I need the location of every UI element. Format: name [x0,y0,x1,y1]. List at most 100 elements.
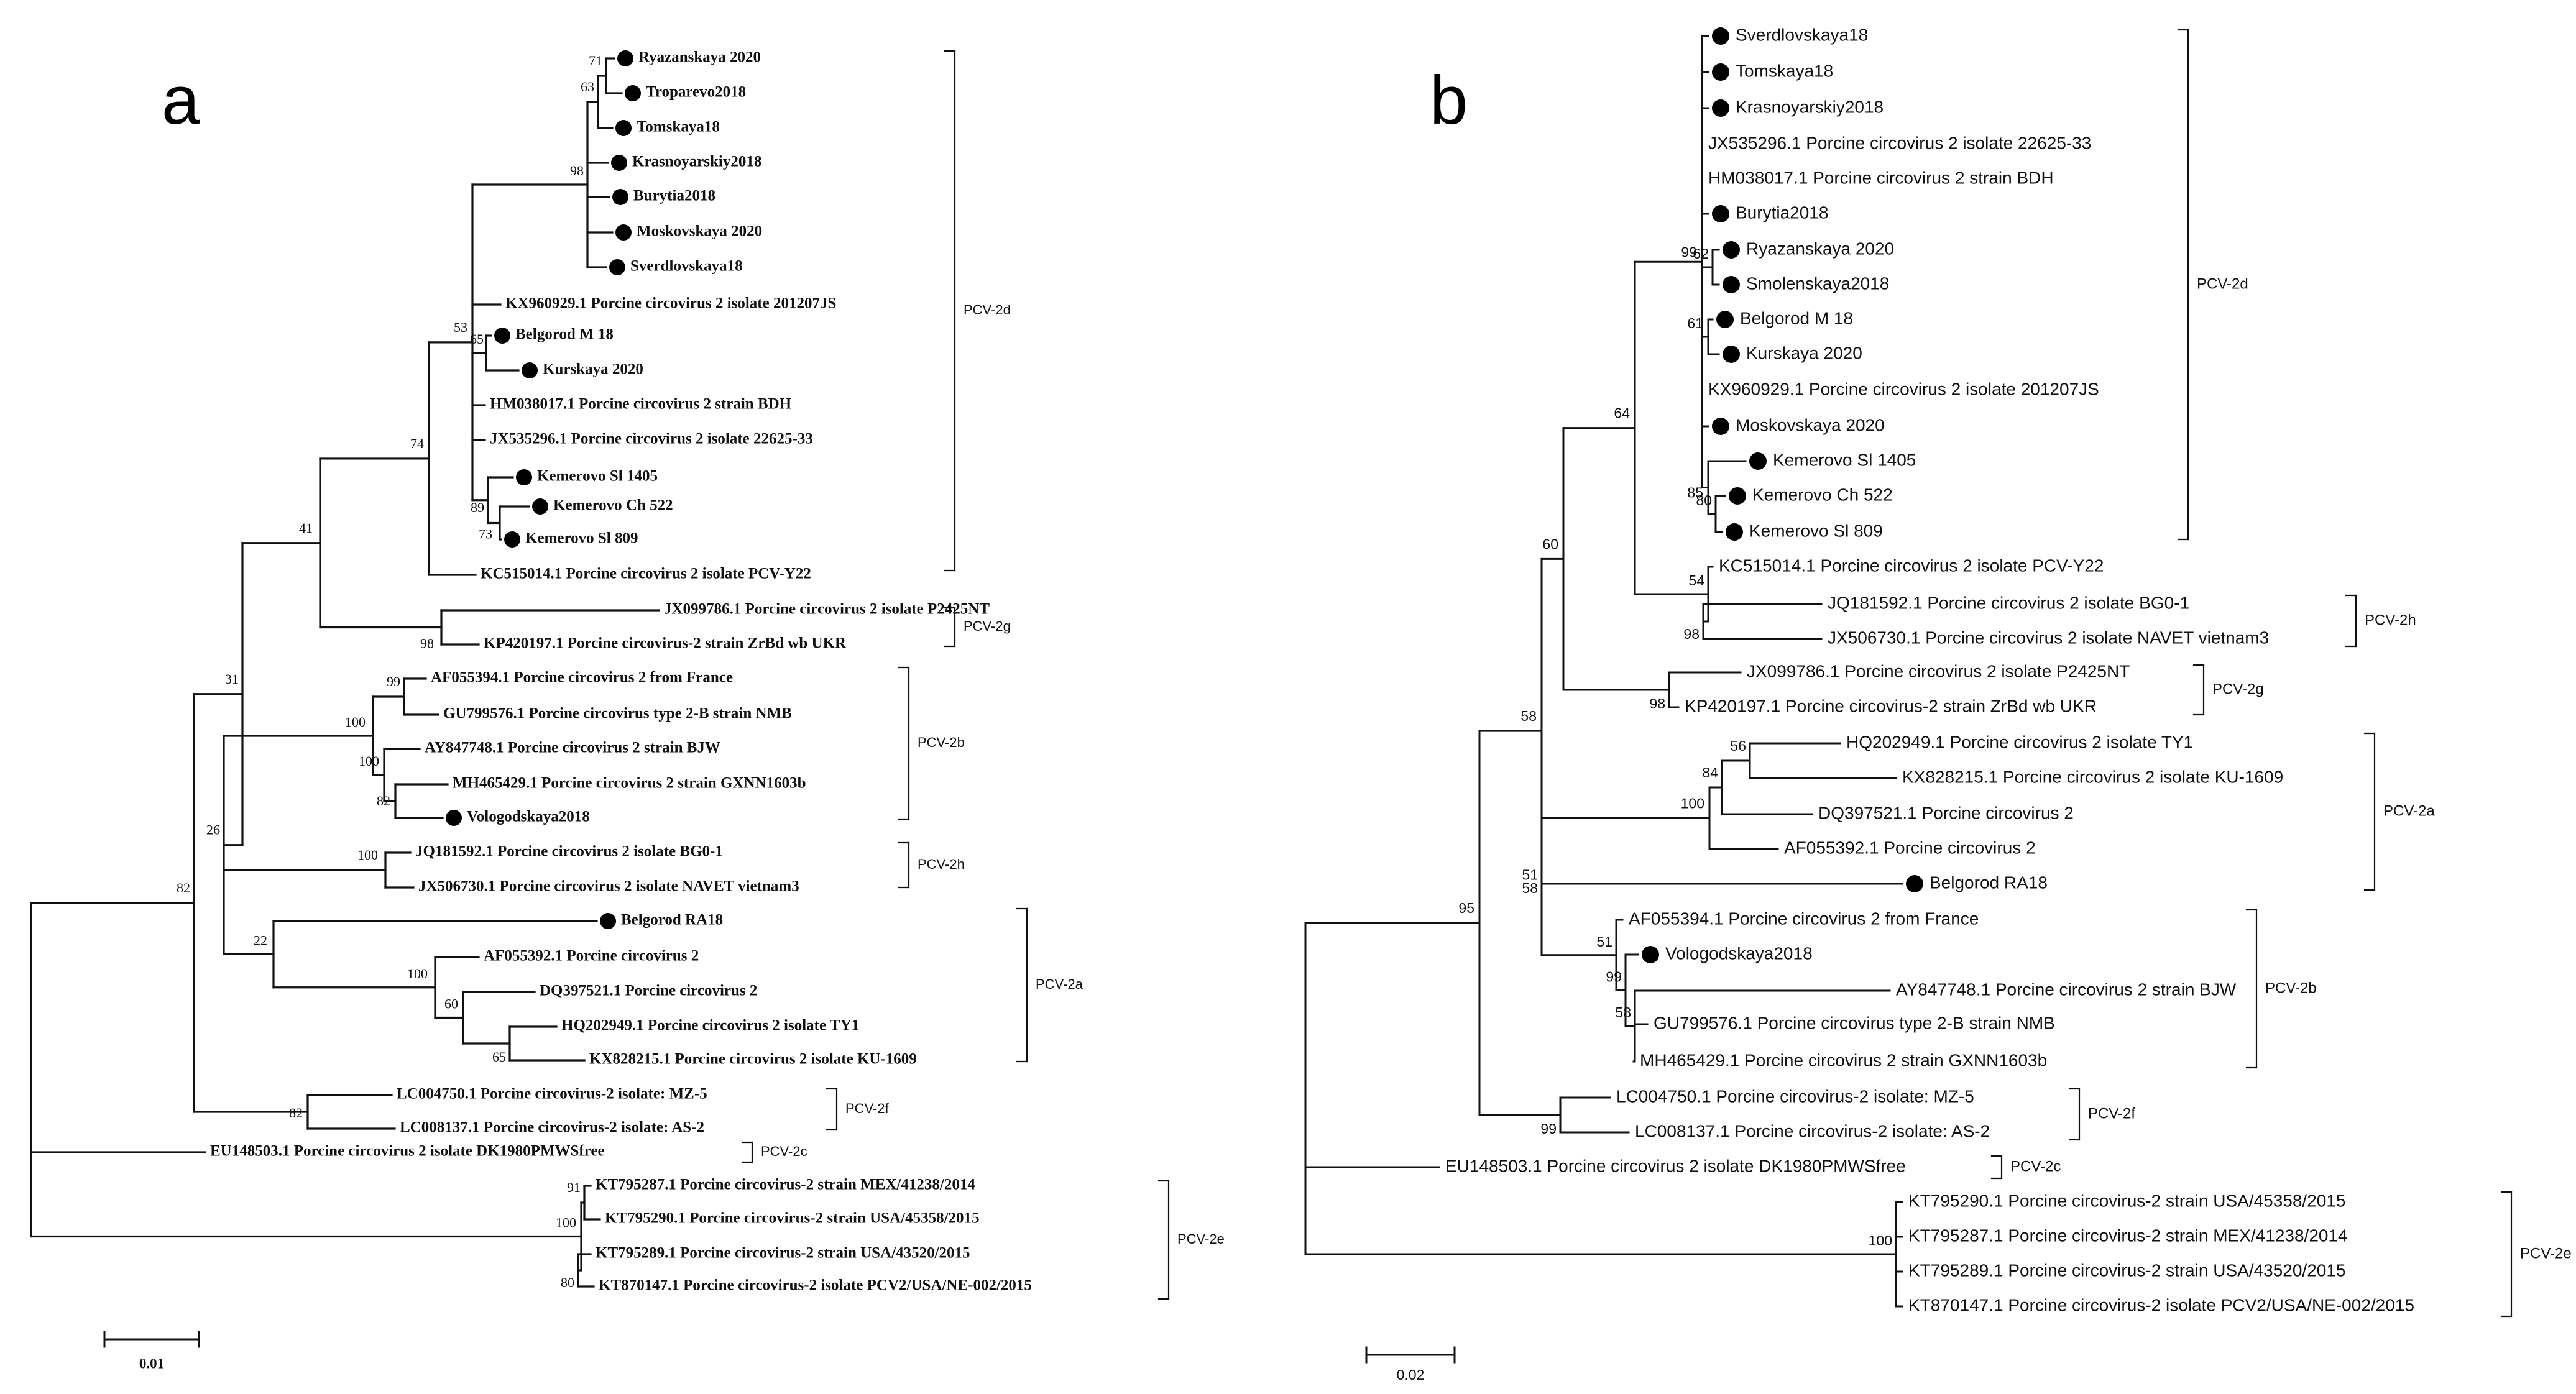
bootstrap-value: 100 [345,714,366,730]
taxon-label-kp420197-1-porcine-circovirus-2-strain-zrbd-wb-ukr: KP420197.1 Porcine circovirus-2 strain Z… [484,635,847,652]
taxon-label-kemerovo-sl-809: Kemerovo Sl 809 [525,530,638,547]
bootstrap-value: 91 [567,1180,581,1195]
taxon-label-jx506730-1-porcine-circovirus-2-isolate-navet-vietnam3: JX506730.1 Porcine circovirus 2 isolate … [418,878,799,895]
bootstrap-value: 100 [407,966,428,981]
panel-a-tree: 82 31 41 74 53 98 63 71 Ryazanskaya 2020 Troparev… [30,49,1225,1300]
bootstrap-value: 73 [479,526,492,542]
taxon-label-kemerovo-sl-1405: Kemerovo Sl 1405 [1773,450,1916,469]
taxon-label-hm038017-1-porcine-circovirus-2-strain-bdh: HM038017.1 Porcine circovirus 2 strain B… [490,396,792,413]
taxon-label-af055394-1-porcine-circovirus-2-from-france: AF055394.1 Porcine circovirus 2 from Fra… [431,669,733,686]
bootstrap-value: 99 [1681,244,1697,260]
clade-label-pcv-2a: PCV-2a [1036,976,1083,992]
taxon-label-vologodskaya2018: Vologodskaya2018 [1665,943,1813,963]
taxon-label-kx828215-1-porcine-circovirus-2-isolate-ku-1609: KX828215.1 Porcine circovirus 2 isolate … [1902,767,2283,786]
taxon-label-kt795289-1-porcine-circovirus-2-strain-usa-43520-2015: KT795289.1 Porcine circovirus-2 strain U… [1908,1260,2346,1280]
taxon-label-af055394-1-porcine-circovirus-2-from-france: AF055394.1 Porcine circovirus 2 from Fra… [1629,909,1979,928]
bootstrap-value: 63 [581,79,594,94]
bootstrap-value: 60 [1542,536,1558,552]
taxon-label-lc004750-1-porcine-circovirus-2-isolate-mz-5: LC004750.1 Porcine circovirus-2 isolate:… [397,1086,707,1103]
taxon-label-kurskaya-2020: Kurskaya 2020 [1746,343,1862,362]
sample-marker-dot [609,259,625,275]
bootstrap-value: 98 [1683,626,1700,642]
bootstrap-value: 71 [589,53,602,68]
taxon-label-krasnoyarskiy2018: Krasnoyarskiy2018 [632,154,761,170]
taxon-label-moskovskaya-2020: Moskovskaya 2020 [637,223,762,240]
taxon-label-kemerovo-sl-809: Kemerovo Sl 809 [1749,521,1883,540]
bootstrap-value: 98 [420,636,434,651]
taxon-label-kt795287-1-porcine-circovirus-2-strain-mex-41238-2014: KT795287.1 Porcine circovirus-2 strain M… [1908,1226,2348,1245]
taxon-label-kt795289-1-porcine-circovirus-2-strain-usa-43520-2015: KT795289.1 Porcine circovirus-2 strain U… [596,1245,970,1262]
bootstrap-value: 100 [556,1215,576,1231]
taxon-label-jx099786-1-porcine-circovirus-2-isolate-p2425nt: JX099786.1 Porcine circovirus 2 isolate … [664,601,990,618]
sample-marker-dot [1716,311,1734,328]
taxon-label-kt795290-1-porcine-circovirus-2-strain-usa-45358-2015: KT795290.1 Porcine circovirus-2 strain U… [605,1210,980,1227]
bootstrap-value: 100 [357,847,378,863]
taxon-label-smolenskaya2018: Smolenskaya2018 [1746,273,1889,293]
taxon-label-lc008137-1-porcine-circovirus-2-isolate-as-2: LC008137.1 Porcine circovirus-2 isolate:… [1635,1121,1990,1140]
bootstrap-value: 58 [1615,1004,1631,1020]
sample-marker-dot [615,224,632,241]
clade-label-pcv-2b: PCV-2b [2265,979,2317,996]
taxon-label-kc515014-1-porcine-circovirus-2-isolate-pcv-y22: KC515014.1 Porcine circovirus 2 isolate … [481,566,811,582]
bootstrap-value: 100 [1869,1232,1892,1249]
clade-label-pcv-2e: PCV-2e [2520,1245,2572,1262]
clade-label-pcv-2c: PCV-2c [761,1144,807,1159]
taxon-label-kp420197-1-porcine-circovirus-2-strain-zrbd-wb-ukr: KP420197.1 Porcine circovirus-2 strain Z… [1685,696,2097,715]
scale-label-a: 0.01 [139,1355,164,1371]
taxon-label-kt870147-1-porcine-circovirus-2-isolate-pcv2-usa-ne-002-2015: KT870147.1 Porcine circovirus-2 isolate … [1908,1295,2414,1314]
taxon-label-gu799576-1-porcine-circovirus-type-2-b-strain-nmb: GU799576.1 Porcine circovirus type 2-B s… [443,705,792,722]
bootstrap-value: 74 [410,436,424,451]
taxon-label-belgorod-m-18: Belgorod M 18 [515,326,614,343]
sample-marker-dot [1723,241,1740,259]
bootstrap-value: 85 [1687,485,1703,501]
bootstrap-value: 51 [1522,866,1538,883]
bootstrap-value: 26 [206,822,220,838]
taxon-label-kx960929-1-porcine-circovirus-2-isolate-201207js: KX960929.1 Porcine circovirus 2 isolate … [505,295,836,312]
sample-marker-dot [504,531,520,548]
taxon-label-jq181592-1-porcine-circovirus-2-isolate-bg0-1: JQ181592.1 Porcine circovirus 2 isolate … [1828,593,2189,612]
taxon-label-kt795290-1-porcine-circovirus-2-strain-usa-45358-2015: KT795290.1 Porcine circovirus-2 strain U… [1908,1191,2346,1210]
taxon-label-tomskaya18: Tomskaya18 [1736,61,1833,80]
sample-marker-dot [494,328,510,344]
taxon-label-ryazanskaya-2020: Ryazanskaya 2020 [1746,239,1894,258]
bootstrap-value: 58 [1522,880,1538,896]
bootstrap-value: 82 [377,793,390,809]
sample-marker-dot [1712,99,1729,117]
clade-label-pcv-2h: PCV-2h [918,856,965,872]
bootstrap-value: 98 [1649,695,1665,712]
taxon-label-ryazanskaya-2020: Ryazanskaya 2020 [638,49,761,66]
bootstrap-value: 31 [225,671,239,687]
sample-marker-dot [611,155,627,171]
bootstrap-value: 22 [254,932,267,948]
sample-marker-dot [625,85,641,101]
taxon-label-kt870147-1-porcine-circovirus-2-isolate-pcv2-usa-ne-002-2015: KT870147.1 Porcine circovirus-2 isolate … [599,1277,1032,1294]
taxon-label-dq397521-1-porcine-circovirus-2: DQ397521.1 Porcine circovirus 2 [1818,803,2074,822]
scale-label-b: 0.02 [1397,1367,1425,1383]
bootstrap-value: 54 [1688,572,1704,589]
bootstrap-value: 51 [1596,933,1612,950]
sample-marker-dot [612,189,628,205]
sample-marker-dot [1642,946,1659,963]
sample-marker-dot [1723,276,1740,293]
taxon-label-jx506730-1-porcine-circovirus-2-isolate-navet-vietnam3: JX506730.1 Porcine circovirus 2 isolate … [1828,628,2269,647]
clade-label-pcv-2f: PCV-2f [2088,1105,2135,1122]
taxon-label-burytia2018: Burytia2018 [633,188,715,204]
sample-marker-dot [1729,487,1746,505]
taxon-label-burytia2018: Burytia2018 [1736,203,1828,222]
bootstrap-value: 99 [1540,1121,1557,1137]
clade-label-pcv-2g: PCV-2g [2212,681,2264,697]
clade-label-pcv-2d: PCV-2d [2197,275,2248,292]
taxon-label-kemerovo-sl-1405: Kemerovo Sl 1405 [537,468,658,485]
taxon-label-tomskaya18: Tomskaya18 [637,119,720,135]
bootstrap-value: 53 [454,319,467,335]
bootstrap-value: 80 [1696,492,1712,508]
taxon-label-ay847748-1-porcine-circovirus-2-strain-bjw: AY847748.1 Porcine circovirus 2 strain B… [1896,979,2237,999]
sample-marker-dot [1712,418,1729,435]
sample-marker-dot [522,362,538,378]
panel-label-a: a [162,62,200,139]
bootstrap-value: 80 [561,1275,574,1290]
taxon-label-dq397521-1-porcine-circovirus-2: DQ397521.1 Porcine circovirus 2 [540,983,757,999]
taxon-label-troparevo2018: Troparevo2018 [646,84,746,101]
taxon-label-eu148503-1-porcine-circovirus-2-isolate-dk1980pmwsfree: EU148503.1 Porcine circovirus 2 isolate … [1445,1156,1906,1175]
